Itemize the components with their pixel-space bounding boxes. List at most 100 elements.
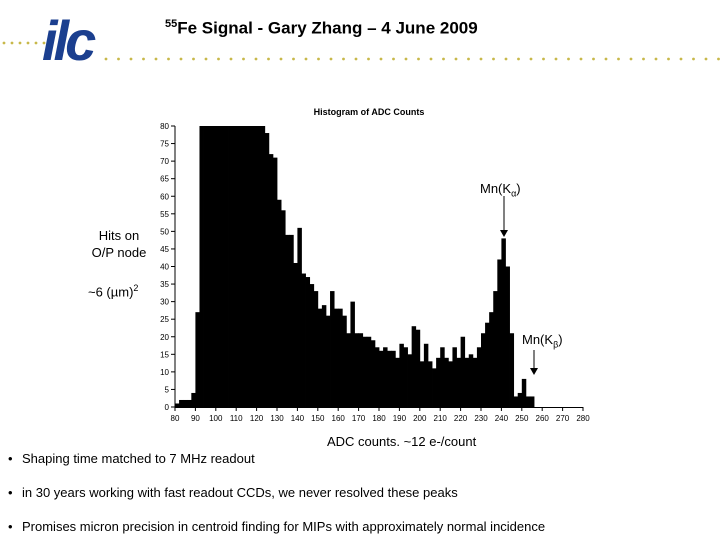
histogram-bar — [501, 238, 506, 407]
y-tick-label: 50 — [160, 227, 169, 236]
divider-dot — [567, 57, 570, 61]
y-tick-label: 15 — [160, 350, 169, 359]
mn-k-beta-label: Mn(Kβ) — [522, 332, 563, 350]
mn-k-alpha-label: Mn(Kα) — [480, 181, 521, 199]
histogram-bar — [191, 392, 196, 407]
histogram-bar — [179, 399, 184, 407]
divider-dot — [367, 57, 370, 61]
y-tick-label: 45 — [160, 245, 169, 254]
divider-dot — [479, 57, 483, 61]
divider-dot — [167, 57, 170, 61]
y-tick-label: 5 — [165, 385, 170, 394]
divider-dot — [517, 57, 520, 61]
y-tick-label: 60 — [160, 192, 169, 201]
x-tick-label: 220 — [454, 414, 468, 423]
dotted-divider — [104, 57, 720, 61]
histogram-bar — [362, 336, 368, 407]
divider-dot — [667, 57, 670, 61]
divider-dot — [554, 57, 558, 61]
divider-dot — [679, 57, 683, 61]
histogram-bar — [485, 322, 490, 407]
divider-dot — [692, 57, 695, 61]
divider-dot — [279, 57, 283, 61]
histogram-bar — [440, 347, 445, 407]
y-tick-label: 80 — [160, 122, 169, 131]
divider-dot — [154, 57, 158, 61]
histogram-bar — [330, 291, 335, 407]
divider-dot — [10, 41, 14, 45]
divider-dot — [467, 57, 470, 61]
y-tick-label: 70 — [160, 157, 169, 166]
divider-dot — [392, 57, 395, 61]
y-tick-label: 55 — [160, 210, 169, 219]
mn-kb-arrowhead — [530, 368, 538, 375]
divider-dot — [529, 57, 533, 61]
x-tick-label: 200 — [413, 414, 427, 423]
pixel-area-label: ~6 (µm)2 — [88, 280, 138, 300]
histogram-bar — [521, 378, 527, 407]
histogram-bar — [497, 259, 502, 407]
divider-dot — [204, 57, 208, 61]
chart-title: Histogram of ADC Counts — [314, 107, 425, 117]
divider-dot — [542, 57, 545, 61]
histogram-bar — [517, 392, 523, 407]
hits-line-2: O/P node — [91, 245, 147, 260]
histogram-bar — [472, 357, 478, 407]
x-tick-label: 230 — [474, 414, 488, 423]
histogram-bar — [268, 154, 274, 407]
histogram-bar — [370, 340, 376, 407]
histogram-bar — [493, 291, 498, 407]
title-isotope-mass: 55 — [165, 18, 178, 30]
histogram-bar — [252, 126, 257, 407]
histogram-bar — [317, 308, 323, 407]
mn-ka-suffix: ) — [516, 181, 521, 196]
histogram-bar — [436, 357, 441, 407]
histogram-bar — [411, 326, 417, 407]
pixel-area-sup: 2 — [133, 283, 139, 293]
histogram-bar — [391, 350, 396, 407]
histogram-bar — [395, 357, 400, 407]
histogram-bar — [432, 368, 437, 407]
divider-dot — [417, 57, 420, 61]
y-tick-label: 0 — [165, 403, 170, 412]
x-tick-label: 120 — [250, 414, 264, 423]
histogram-bar — [529, 396, 535, 407]
y-tick-label: 25 — [160, 315, 169, 324]
histogram-bar — [289, 234, 294, 407]
divider-dot — [2, 41, 6, 45]
mn-kb-suffix: ) — [558, 332, 563, 347]
divider-dot — [654, 57, 658, 61]
mn-kb-prefix: Mn(K — [522, 332, 554, 347]
histogram-bar — [232, 126, 237, 407]
histogram-bar — [456, 357, 461, 407]
histogram-bar — [448, 361, 453, 407]
histogram-bar — [509, 333, 515, 407]
divider-dot — [192, 57, 195, 61]
divider-dot — [579, 57, 583, 61]
histogram-bar — [383, 347, 388, 407]
divider-dot — [717, 57, 720, 61]
y-tick-label: 10 — [160, 368, 169, 377]
y-tick-label: 30 — [160, 298, 169, 307]
divider-dot — [404, 57, 408, 61]
histogram-bar — [346, 333, 351, 407]
histogram-bar — [415, 329, 421, 407]
dotted-accent-left — [2, 41, 46, 45]
histogram-bar — [228, 126, 233, 407]
divider-dot — [179, 57, 183, 61]
x-tick-label: 170 — [352, 414, 366, 423]
histogram-bar — [272, 157, 278, 407]
divider-dot — [592, 57, 595, 61]
histogram-bar — [297, 227, 302, 407]
divider-dot — [104, 57, 108, 61]
adc-histogram-chart: Histogram of ADC Counts 0 5 10 15 20 25 30 35 40… — [160, 107, 590, 423]
histogram-bar — [452, 347, 457, 407]
y-tick-label: 75 — [160, 140, 169, 149]
divider-dot — [342, 57, 345, 61]
divider-dot — [604, 57, 608, 61]
divider-dot — [117, 57, 120, 61]
divider-dot — [454, 57, 458, 61]
divider-dot — [329, 57, 333, 61]
histogram-bar — [366, 336, 372, 407]
divider-dot — [317, 57, 320, 61]
